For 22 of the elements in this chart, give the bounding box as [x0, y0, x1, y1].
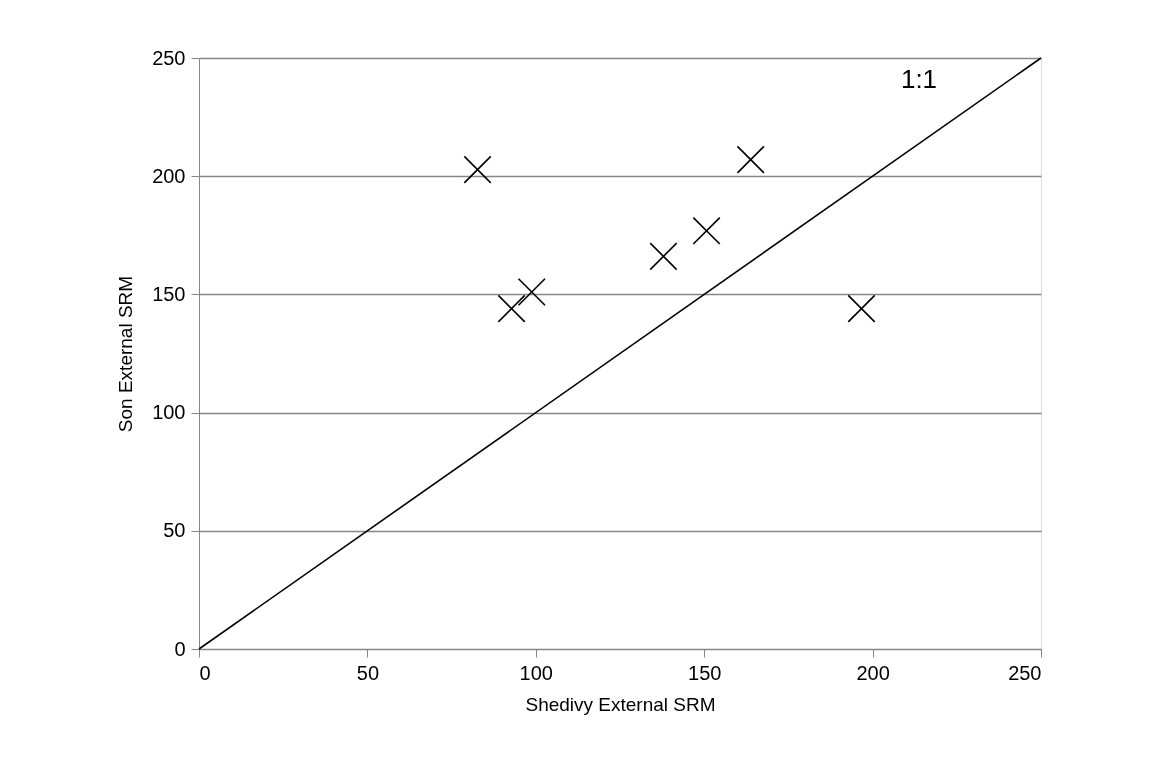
y-tick-label: 150 — [152, 282, 186, 305]
y-tick-label: 0 — [174, 637, 186, 660]
point — [517, 278, 546, 307]
point — [463, 155, 492, 184]
annotation: 1:1 — [900, 64, 938, 94]
point — [649, 242, 678, 271]
x-tick-label: 0 — [199, 661, 211, 684]
point — [497, 294, 526, 323]
y-tick-label: 250 — [152, 46, 186, 69]
x-axis-title: Shedivy External SRM — [525, 693, 716, 715]
x-tick-label: 50 — [356, 661, 380, 684]
y-axis-title: Son External SRM — [115, 275, 137, 433]
y-tick-label: 50 — [163, 519, 186, 542]
point — [736, 145, 765, 174]
x-tick-label: 200 — [856, 661, 890, 684]
x-tick-label: 150 — [688, 661, 722, 684]
x-tick-label: 100 — [519, 661, 553, 684]
y-tick-label: 200 — [152, 164, 186, 187]
point — [847, 294, 876, 323]
y-tick-label: 100 — [152, 401, 186, 424]
x-tick-label: 250 — [1008, 661, 1042, 684]
point — [692, 216, 721, 245]
